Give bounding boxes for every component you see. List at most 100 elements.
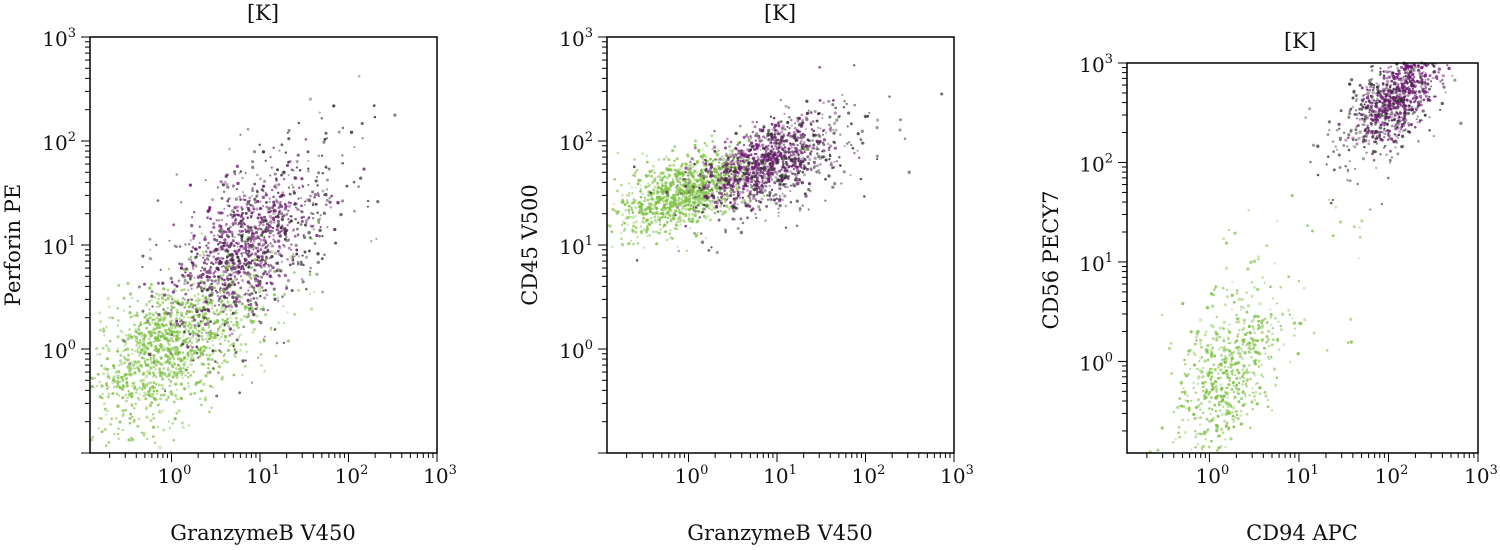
scatter-point bbox=[208, 353, 212, 357]
scatter-point bbox=[230, 303, 233, 306]
scatter-point bbox=[208, 410, 211, 414]
scatter-point bbox=[262, 271, 266, 275]
scatter-point bbox=[629, 239, 633, 242]
scatter-point bbox=[116, 350, 119, 353]
scatter-point bbox=[170, 298, 173, 301]
scatter-point bbox=[260, 275, 264, 279]
scatter-point bbox=[221, 322, 224, 326]
scatter-point bbox=[200, 335, 204, 339]
scatter-point bbox=[182, 315, 186, 319]
scatter-point bbox=[647, 182, 650, 185]
scatter-point bbox=[273, 240, 277, 244]
scatter-point bbox=[757, 161, 760, 164]
scatter-point bbox=[228, 265, 231, 268]
scatter-point bbox=[334, 241, 338, 245]
scatter-point bbox=[222, 310, 225, 313]
scatter-point bbox=[259, 221, 263, 225]
scatter-point bbox=[750, 209, 753, 212]
scatter-point bbox=[290, 219, 293, 222]
scatter-point bbox=[280, 255, 284, 258]
scatter-point bbox=[151, 425, 156, 429]
scatter-point bbox=[232, 342, 236, 346]
scatter-point bbox=[133, 350, 137, 353]
scatter-point bbox=[261, 150, 266, 154]
scatter-point bbox=[161, 301, 165, 305]
scatter-point bbox=[116, 376, 120, 380]
scatter-point bbox=[729, 193, 733, 197]
scatter-point bbox=[138, 343, 142, 347]
scatter-point bbox=[809, 111, 813, 115]
scatter-point bbox=[285, 213, 289, 217]
scatter-point bbox=[142, 433, 146, 437]
scatter-point bbox=[315, 175, 319, 179]
scatter-point bbox=[174, 382, 178, 386]
scatter-point bbox=[616, 189, 619, 193]
scatter-point bbox=[296, 153, 300, 157]
scatter-point bbox=[693, 214, 697, 218]
scatter-point bbox=[655, 211, 659, 215]
scatter-point bbox=[746, 176, 750, 180]
scatter-point bbox=[263, 259, 267, 263]
scatter-point bbox=[263, 265, 266, 268]
scatter-point bbox=[192, 370, 195, 373]
scatter-point bbox=[324, 192, 328, 197]
scatter-point bbox=[268, 207, 271, 210]
scatter-point bbox=[793, 184, 796, 188]
scatter-point bbox=[244, 251, 247, 254]
scatter-point bbox=[685, 214, 688, 217]
scatter-point bbox=[221, 318, 224, 321]
scatter-point bbox=[662, 191, 665, 194]
scatter-point bbox=[782, 139, 786, 143]
scatter-point bbox=[628, 194, 631, 197]
scatter-point bbox=[156, 281, 160, 285]
scatter-point bbox=[677, 197, 681, 200]
scatter-point bbox=[235, 309, 238, 312]
scatter-point bbox=[838, 156, 841, 159]
scatter-point bbox=[140, 366, 143, 369]
scatter-point bbox=[255, 173, 259, 177]
scatter-point bbox=[106, 375, 110, 379]
scatter-point bbox=[824, 177, 827, 181]
scatter-point bbox=[633, 202, 636, 205]
scatter-point bbox=[245, 272, 249, 276]
scatter-point bbox=[166, 355, 169, 359]
scatter-point bbox=[724, 204, 729, 208]
scatter-point bbox=[224, 261, 228, 264]
scatter-point bbox=[309, 194, 312, 198]
scatter-point bbox=[276, 191, 280, 195]
scatter-point bbox=[849, 122, 853, 126]
scatter-point bbox=[202, 345, 206, 348]
scatter-point bbox=[739, 230, 744, 235]
scatter-point bbox=[306, 218, 309, 221]
scatter-point bbox=[148, 308, 151, 311]
scatter-point bbox=[252, 297, 256, 300]
scatter-point bbox=[321, 171, 325, 175]
scatter-point bbox=[771, 172, 774, 175]
scatter-point bbox=[286, 257, 289, 261]
scatter-point bbox=[257, 290, 262, 294]
scatter-point bbox=[609, 224, 613, 228]
scatter-point bbox=[796, 119, 800, 123]
scatter-point bbox=[176, 322, 180, 326]
scatter-point bbox=[125, 384, 129, 388]
scatter-point bbox=[286, 223, 289, 227]
scatter-point bbox=[272, 146, 275, 150]
scatter-point bbox=[213, 249, 217, 253]
scatter-point bbox=[722, 204, 726, 207]
scatter-point bbox=[746, 189, 749, 192]
scatter-point bbox=[114, 370, 118, 374]
scatter-point bbox=[824, 158, 828, 162]
scatter-point bbox=[236, 255, 240, 259]
scatter-point bbox=[674, 186, 677, 189]
scatter-point bbox=[265, 222, 269, 226]
scatter-point bbox=[125, 377, 128, 381]
scatter-point bbox=[300, 204, 303, 208]
scatter-point bbox=[698, 151, 701, 155]
scatter-point bbox=[775, 170, 779, 174]
scatter-point bbox=[156, 323, 161, 327]
scatter-point bbox=[257, 283, 261, 287]
scatter-point bbox=[673, 159, 676, 162]
scatter-point bbox=[221, 289, 225, 293]
scatter-point bbox=[727, 186, 731, 189]
scatter-point bbox=[181, 297, 185, 300]
